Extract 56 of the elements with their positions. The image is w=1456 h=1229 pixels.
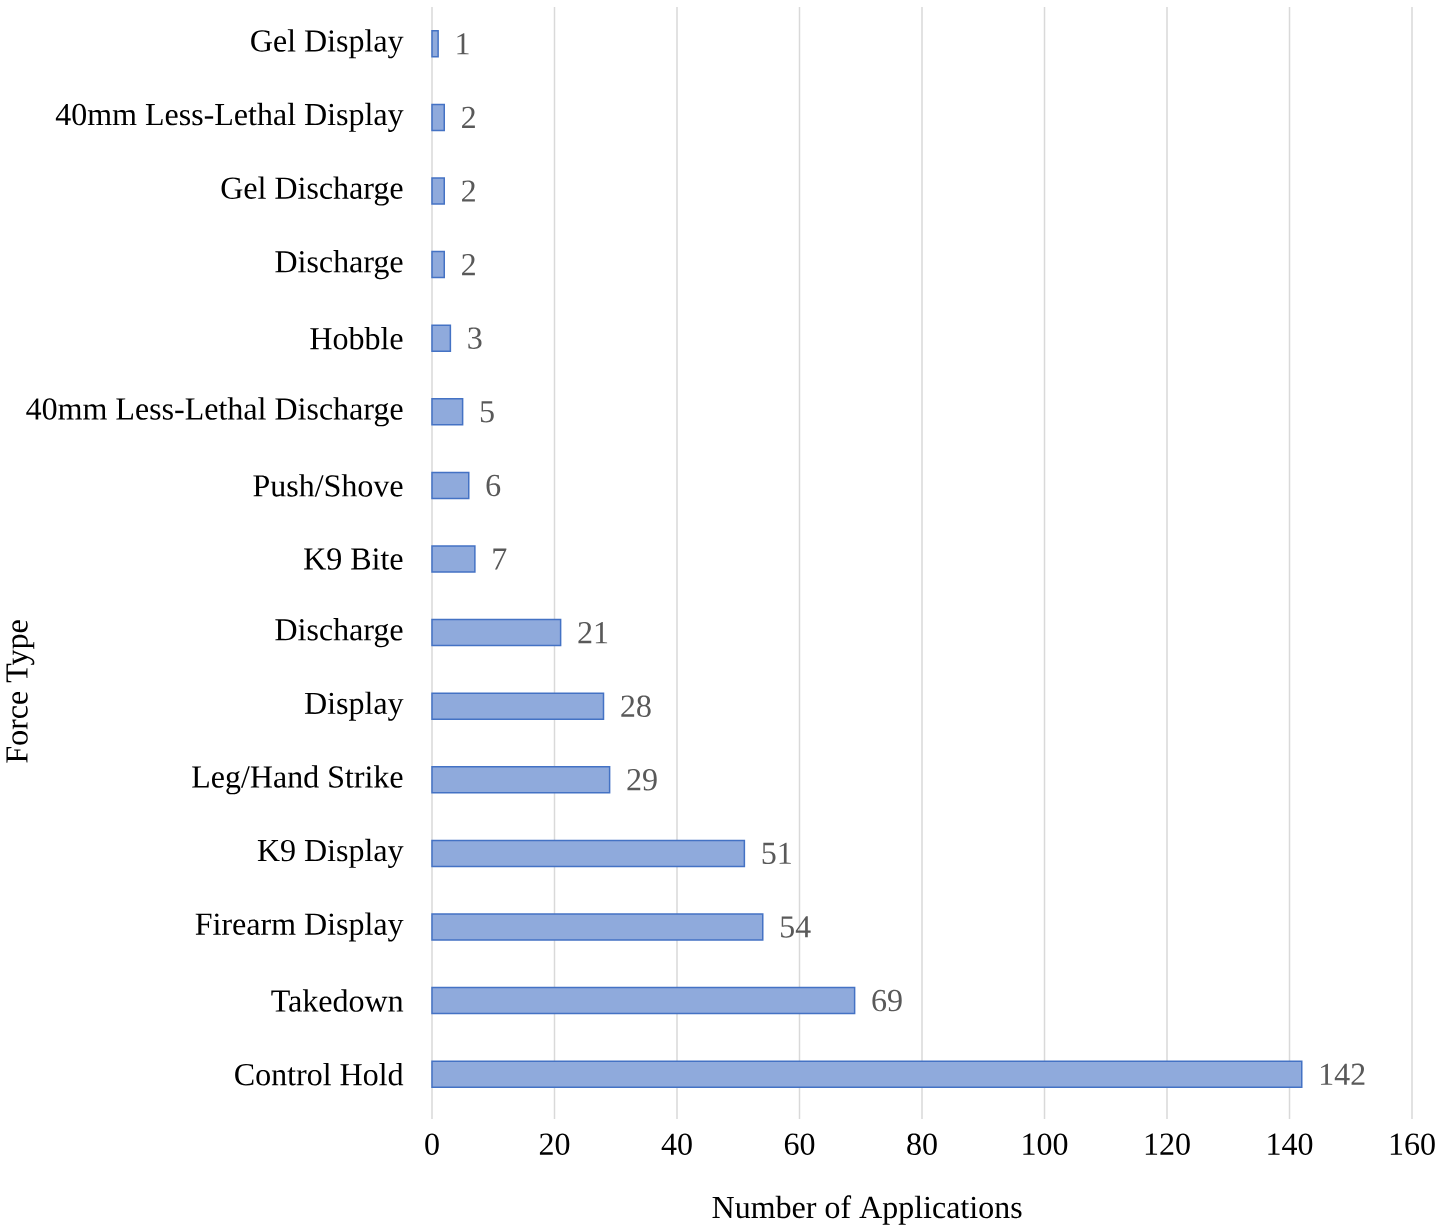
y-tick-label: 40mm Less-Lethal Discharge (26, 397, 403, 427)
y-tick-label: Display (304, 691, 404, 721)
bar (431, 1060, 1303, 1088)
bar (431, 30, 439, 58)
y-tick-label: Gel Discharge (221, 176, 403, 206)
bar (431, 766, 611, 794)
bar (431, 324, 452, 352)
data-label: 69 (872, 989, 902, 1012)
x-tick-label: 100 (1023, 1133, 1068, 1155)
x-axis-title: Number of Applications (712, 1195, 1022, 1225)
y-tick-label: Hobble (310, 326, 403, 350)
bar (431, 545, 476, 573)
x-tick-label: 160 (1390, 1133, 1435, 1155)
bar (431, 839, 746, 868)
data-label: 54 (781, 916, 811, 938)
bar (431, 471, 470, 500)
x-tick-label: 0 (425, 1133, 439, 1155)
data-label: 7 (493, 548, 507, 570)
bar (431, 177, 446, 205)
data-label: 1 (457, 33, 469, 55)
y-tick-label: Push/Shove (253, 474, 403, 497)
data-label: 51 (762, 842, 791, 865)
y-tick-label: Leg/Hand Strike (192, 765, 403, 795)
x-tick-label: 20 (539, 1133, 570, 1155)
data-label: 29 (627, 769, 657, 791)
bar (431, 398, 464, 426)
data-label: 2 (462, 180, 475, 202)
x-tick-label: 120 (1145, 1133, 1190, 1155)
bar (431, 692, 605, 720)
y-tick-label: K9 Bite (304, 548, 403, 570)
bar (431, 986, 856, 1015)
bar (431, 913, 764, 941)
data-label: 6 (486, 474, 501, 497)
x-tick-label: 60 (784, 1133, 815, 1155)
y-axis-title: Force Type (6, 620, 35, 763)
x-tick-label: 40 (661, 1133, 692, 1155)
x-tick-label: 80 (907, 1133, 937, 1155)
y-tick-label: Discharge (275, 250, 403, 280)
data-label: 2 (462, 106, 475, 128)
y-tick-label: Firearm Display (195, 912, 404, 942)
bar (431, 250, 446, 279)
y-tick-label: Takedown (271, 989, 404, 1012)
data-label: 2 (462, 254, 475, 276)
x-tick-label: 140 (1268, 1133, 1313, 1155)
y-tick-label: Gel Display (251, 29, 404, 59)
data-label: 3 (468, 327, 482, 349)
y-tick-label: K9 Display (257, 838, 404, 868)
y-tick-label: Control Hold (235, 1062, 404, 1086)
data-label: 5 (480, 401, 494, 423)
bar (431, 103, 446, 132)
y-tick-label: Discharge (275, 618, 403, 648)
data-label: 142 (1320, 1063, 1365, 1085)
data-label: 21 (578, 622, 608, 644)
data-label: 28 (621, 695, 651, 717)
y-tick-label: 40mm Less-Lethal Display (55, 102, 404, 132)
bar (431, 618, 562, 647)
